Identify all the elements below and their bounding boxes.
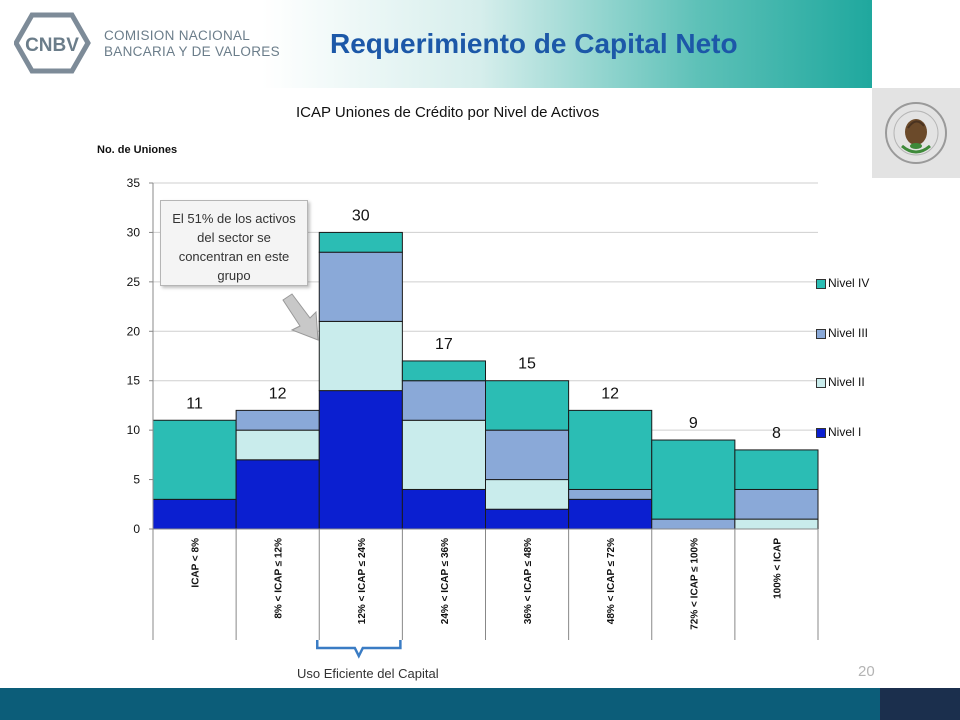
bar-segment [401,380,486,421]
legend-swatch [816,278,826,289]
legend-swatch [816,377,826,388]
data-label: 15 [518,356,536,373]
bar-segment [235,429,320,461]
x-tick-label: 48% < ICAP ≤ 72% [606,538,617,624]
y-tick-label: 5 [133,473,140,487]
bar-segment [568,498,653,530]
bar-segment [401,488,486,530]
data-label: 8 [772,425,781,442]
bar-segment [235,459,320,530]
legend-label: Nivel IV [828,276,870,290]
bar-segment [485,479,570,510]
legend-item-nivel-iv: Nivel IV [816,276,869,290]
bar-segment [401,419,486,490]
logo-line-2: BANCARIA Y DE VALORES [104,44,280,59]
footer-bar-dark [880,688,960,720]
legend-item-nivel-i: Nivel I [816,425,861,439]
bar-segment [235,409,320,431]
y-tick-label: 30 [127,225,141,239]
x-tick-label: 72% < ICAP ≤ 100% [689,538,700,630]
bracket-label: Uso Eficiente del Capital [297,666,439,681]
bar-segment [485,380,570,431]
bar-segment [651,518,736,530]
legend-label: Nivel I [828,425,862,439]
y-axis-label: No. de Uniones [97,144,178,156]
bar-segment [734,449,819,490]
cnbv-logo: CNBV COMISION NACIONAL BANCARIA Y DE VAL… [13,12,284,74]
x-tick-label: ICAP < 8% [191,538,202,588]
annotation-callout: El 51% de los activos del sector se conc… [160,200,308,286]
data-label: 11 [186,395,203,412]
data-label: 30 [352,207,370,224]
bar-segment [318,390,403,530]
annotation-arrow [282,293,319,341]
y-tick-label: 0 [133,522,140,536]
header-bar: CNBV COMISION NACIONAL BANCARIA Y DE VAL… [0,0,872,88]
legend-label: Nivel II [828,375,865,389]
legend-label: Nivel III [828,326,869,340]
y-tick-label: 35 [127,176,141,190]
bar-segment [401,360,486,382]
legend-item-nivel-iii: Nivel III [816,326,868,340]
logo-line-1: COMISION NACIONAL [104,28,251,43]
bars-layer [152,231,819,530]
bar-segment [318,231,403,253]
logo-abbr: CNBV [25,35,79,56]
y-tick-label: 15 [127,374,141,388]
mexico-seal [872,88,960,178]
decoration-layer [282,293,402,659]
y-tick-label: 25 [127,275,141,289]
annotation-line-4: grupo [217,268,251,283]
bracket [316,640,402,659]
page-number: 20 [858,663,875,680]
x-tick-label: 8% < ICAP ≤ 12% [274,538,285,619]
annotation-line-3: concentran en este [178,249,290,264]
bar-segment [152,498,237,530]
legend-item-nivel-ii: Nivel II [816,375,865,389]
axis-layer: 0 5 10 15 20 25 30 35 [127,176,819,640]
bar-segment [568,488,653,500]
bar-segment [651,439,736,520]
bar-segment [485,508,570,530]
bar-segment [152,419,237,500]
page-title: Requerimiento de Capital Neto [330,28,738,59]
bar-segment [318,320,403,392]
bar-segment [734,518,819,530]
eagle-seal-icon [885,102,947,164]
footer-bar [0,688,880,720]
annotation-line-2: del sector se [197,230,271,245]
x-tick-label: 100% < ICAP [772,538,783,599]
legend-swatch [816,328,826,339]
x-tick-label: 12% < ICAP ≤ 24% [357,538,368,624]
labels-layer: 11 ICAP < 8% 12 8% < ICAP ≤ 12% 30 12% < ICAP… [186,207,783,629]
y-tick-label: 20 [127,324,141,338]
data-label: 12 [601,385,619,402]
data-label: 17 [435,336,453,353]
bar-segment [734,488,819,520]
cnbv-hexagon-icon: CNBV [13,12,91,74]
bar-segment [485,429,570,481]
bar-segment [318,251,403,322]
annotation-line-1: El 51% de los activos [172,211,296,226]
data-label: 9 [689,415,698,432]
chart-title: ICAP Uniones de Crédito por Nivel de Act… [296,104,600,121]
bar-segment [568,409,653,490]
legend-swatch [816,427,826,438]
x-tick-label: 36% < ICAP ≤ 48% [523,538,534,624]
y-tick-label: 10 [127,423,141,437]
data-label: 12 [269,385,287,402]
x-tick-label: 24% < ICAP ≤ 36% [440,538,451,624]
